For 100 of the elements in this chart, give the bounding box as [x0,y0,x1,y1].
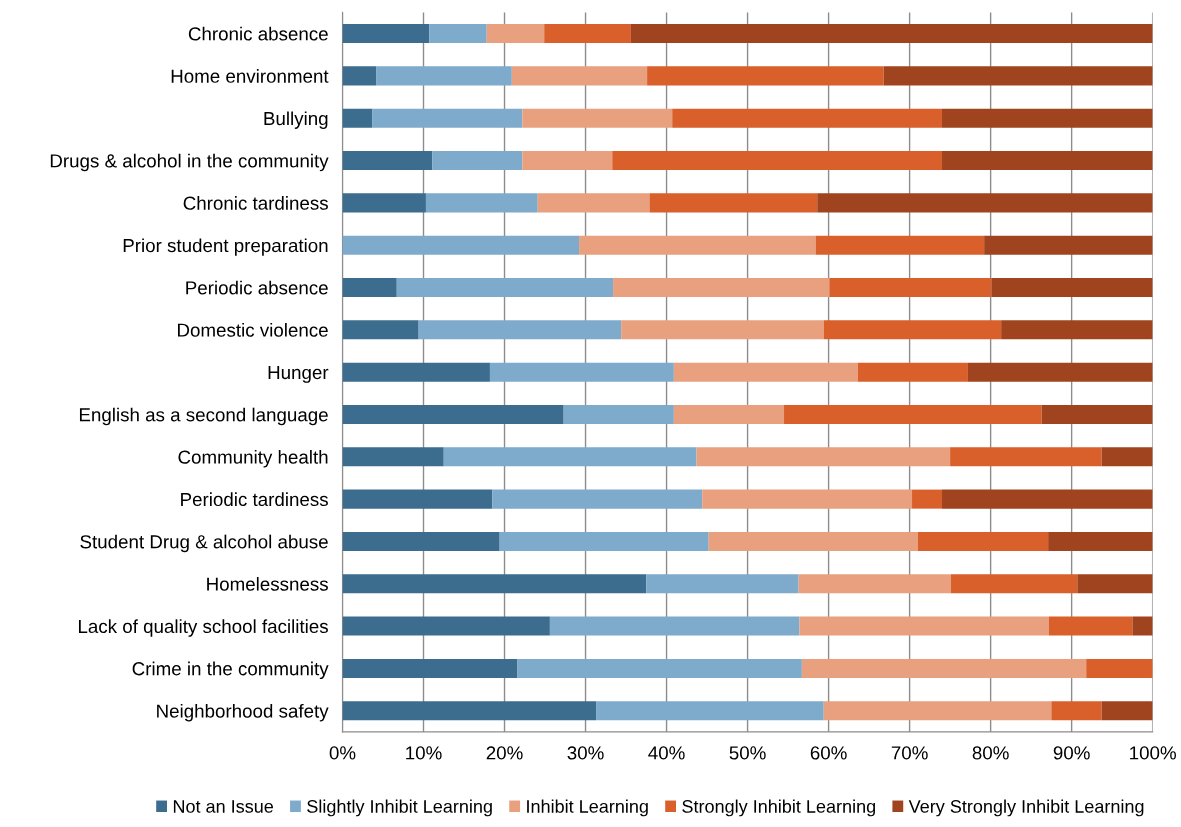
bar [432,151,523,171]
bar [702,489,913,509]
y-tick-label: Periodic tardiness [181,492,328,507]
bar [342,362,490,382]
bar [425,193,538,213]
bar [967,362,1153,382]
bar [372,108,523,128]
bar [511,66,648,86]
y-tick-label: Student Drug & alcohol abuse [80,534,328,553]
bar [823,701,1052,721]
x-tick-label: 10% [406,746,442,760]
bar [563,404,674,424]
bar [342,616,550,636]
bar [549,616,800,636]
bar [1077,574,1153,594]
bar [596,701,824,721]
bar [950,574,1078,594]
bar [621,320,824,340]
bar [342,151,433,171]
bar [829,277,992,298]
x-tick-label: 70% [891,746,928,760]
x-tick-label: 30% [567,746,604,760]
bar [1132,616,1153,636]
bar [342,404,564,424]
bar [342,24,430,44]
bar [537,193,650,213]
y-tick-label: Community health [178,450,328,468]
x-tick-label: 60% [810,746,847,760]
bar [342,489,493,509]
bar [499,531,709,551]
bar [1041,404,1153,424]
bar [784,404,1042,424]
x-tick-label: 0% [329,746,356,760]
bar [579,235,816,255]
bar [522,108,673,128]
bar [801,658,1087,678]
bar [708,531,918,551]
bar [544,24,631,44]
y-tick-label: Domestic violence [178,323,328,337]
bar [489,362,674,382]
bar [696,447,951,467]
bar [942,108,1153,128]
bar [342,658,518,678]
x-tick-label: 100% [1130,746,1176,760]
bar [1048,531,1153,551]
bar [647,66,884,86]
bar [1101,701,1153,721]
bar [342,108,373,128]
bar [942,489,1153,509]
legend-label: Very Strongly Inhibit Learning [908,799,1144,817]
bar [613,277,830,298]
bar [342,66,377,86]
bar [342,701,597,721]
bar [342,320,419,340]
bar [984,235,1153,255]
bar [630,24,1153,44]
bar [1001,320,1153,340]
y-tick-label: Homelessness [207,576,328,591]
y-tick-label: Periodic absence [186,280,328,295]
y-tick-label: English as a second language [79,407,328,426]
x-tick-label: 90% [1053,746,1090,760]
y-tick-label: Lack of quality school facilities [78,619,328,637]
bar [492,489,703,509]
bar [376,66,512,86]
y-tick-label: Home environment [171,69,329,83]
bar [342,277,397,298]
bar [799,616,1049,636]
x-tick-label: 40% [648,746,685,760]
bar [942,151,1153,171]
bar [1048,616,1133,636]
y-tick-label: Drugs & alcohol in the community [50,153,329,172]
bar [950,447,1102,467]
y-tick-label: Chronic tardiness [183,196,328,210]
bar [486,24,545,44]
bar [1051,701,1102,721]
bar [817,193,1153,213]
bar [823,320,1002,340]
bar [443,447,697,467]
bar [342,531,500,551]
bar [673,404,785,424]
bar [672,108,943,128]
y-tick-label: Neighborhood safety [157,703,329,722]
bar [917,531,1049,551]
y-tick-label: Crime in the community [132,661,329,680]
legend-label: Slightly Inhibit Learning [307,799,492,817]
bar [342,574,647,594]
bar [396,277,614,298]
bar [342,447,444,467]
bar [646,574,799,594]
bar [883,66,1153,86]
bar [991,277,1153,298]
bar [857,362,968,382]
legend-label: Inhibit Learning [527,799,648,817]
bar [429,24,487,44]
bar [815,235,985,255]
bar [649,193,818,213]
bar [517,658,802,678]
y-tick-label: Bullying [264,111,328,129]
x-tick-label: 20% [486,746,523,760]
bar [1086,658,1153,678]
